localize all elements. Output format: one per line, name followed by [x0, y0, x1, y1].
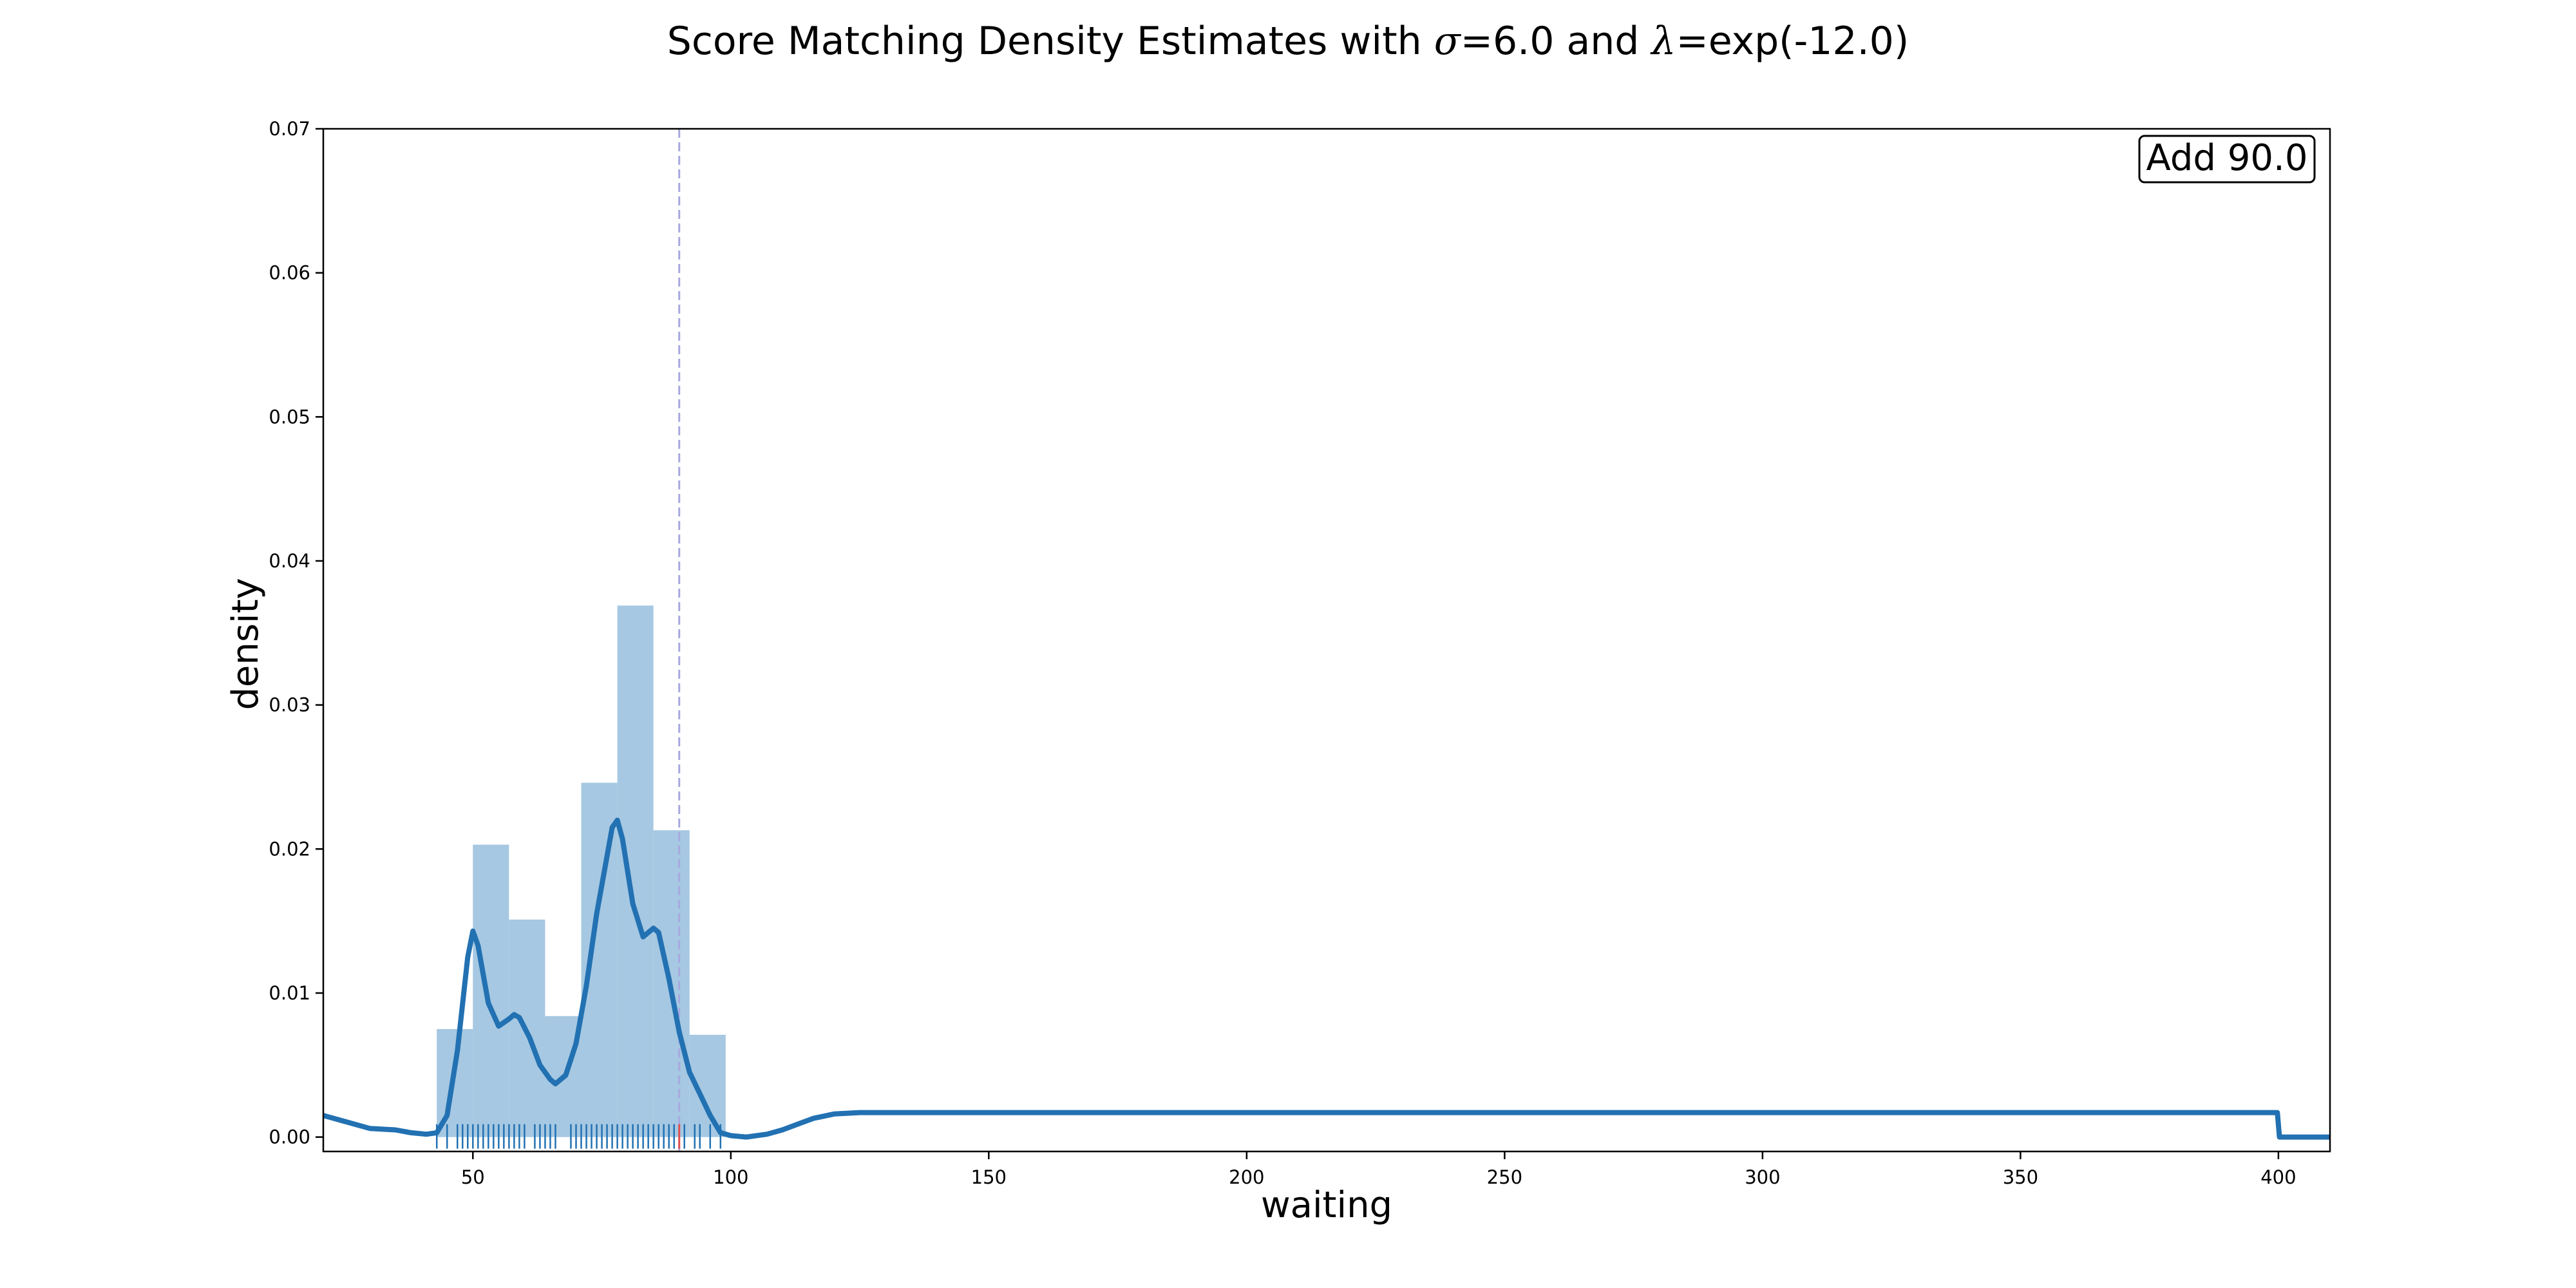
- x-tick-label: 200: [1229, 1166, 1264, 1188]
- y-axis-label: density: [225, 578, 267, 710]
- y-tick-label: 0.00: [269, 1126, 310, 1148]
- y-tick-label: 0.07: [269, 118, 310, 140]
- title-sigma-symbol: σ: [1434, 19, 1462, 64]
- title-prefix: Score Matching Density Estimates with: [667, 19, 1434, 64]
- y-tick-label: 0.02: [269, 838, 310, 860]
- x-tick-label: 400: [2260, 1166, 2296, 1188]
- y-tick-label: 0.04: [269, 550, 310, 572]
- x-tick-label: 100: [713, 1166, 748, 1188]
- y-tick-label: 0.06: [269, 262, 310, 284]
- x-tick-label: 250: [1487, 1166, 1522, 1188]
- title-lambda-value: =exp(-12.0): [1676, 19, 1909, 64]
- x-tick-label: 50: [461, 1166, 485, 1188]
- plot-area: 50 100 150 200 250 300 350 400 0.00 0.01 0.02 0.03 0…: [269, 118, 2331, 1188]
- y-tick-label: 0.03: [269, 694, 310, 716]
- x-tick-label: 300: [1745, 1166, 1780, 1188]
- x-tick-label: 150: [971, 1166, 1007, 1188]
- title-lambda-symbol: λ: [1650, 19, 1676, 64]
- histogram-bar: [617, 605, 654, 1137]
- histogram-bar: [473, 844, 509, 1137]
- title-sigma-value: =6.0 and: [1461, 19, 1652, 64]
- density-curve: [323, 817, 2330, 1140]
- annotation-label: Add 90.0: [2146, 137, 2308, 179]
- x-tick-label: 350: [2003, 1166, 2038, 1188]
- axes-frame: [322, 128, 2331, 1153]
- vline-annotation: Add 90.0: [2138, 135, 2316, 184]
- chart-title: Score Matching Density Estimates with σ=…: [667, 19, 1909, 64]
- annotation-box: [2138, 135, 2316, 184]
- y-tick-label: 0.05: [269, 406, 310, 428]
- y-tick-label: 0.01: [269, 982, 310, 1004]
- x-axis-label: waiting: [1261, 1184, 1392, 1226]
